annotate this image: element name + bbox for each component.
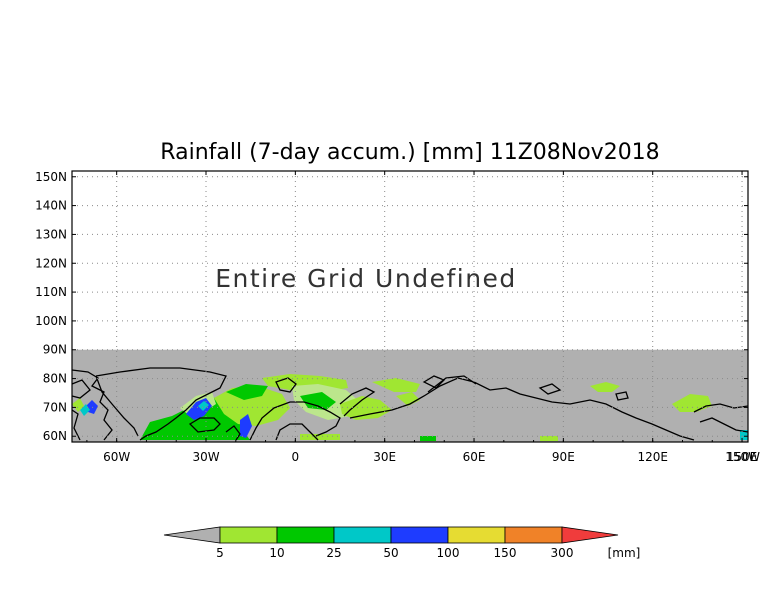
lat-tick-label: 130N bbox=[35, 227, 67, 241]
rainfall-layer bbox=[72, 374, 748, 441]
coastline-taymyr bbox=[427, 375, 477, 393]
rain-patch-north-atlantic-green bbox=[226, 384, 268, 400]
legend-label: 10 bbox=[269, 546, 284, 560]
rain-strip-south-3 bbox=[540, 436, 558, 441]
rain-patch-east-siberian bbox=[372, 378, 420, 392]
rain-patch-barents-green bbox=[300, 392, 336, 410]
lon-tick-label: 60W bbox=[103, 450, 130, 464]
lat-tick-label: 90N bbox=[43, 343, 67, 357]
legend-color-box bbox=[276, 526, 335, 544]
legend-label: 100 bbox=[437, 546, 460, 560]
legend-unit: [mm] bbox=[608, 546, 641, 560]
legend-label: 25 bbox=[326, 546, 341, 560]
lon-tick-label: 150W bbox=[725, 450, 760, 464]
coastline-uk bbox=[225, 425, 241, 441]
legend-label: 5 bbox=[216, 546, 224, 560]
rain-strip-south-2 bbox=[420, 436, 436, 441]
rain-strip-south-1 bbox=[300, 434, 340, 440]
coastline-alaska bbox=[693, 403, 749, 433]
lat-tick-label: 80N bbox=[43, 372, 67, 386]
coastline-wrangel bbox=[615, 391, 629, 401]
lon-tick-label: 90E bbox=[552, 450, 575, 464]
legend-color-box bbox=[447, 526, 506, 544]
rain-patch-norway-sea bbox=[214, 386, 290, 426]
rain-patch-uk-blue bbox=[240, 414, 252, 438]
legend-label: 300 bbox=[551, 546, 574, 560]
lon-tick-label: 30W bbox=[192, 450, 219, 464]
lon-tick-label: 0 bbox=[292, 450, 300, 464]
coastline-svalbard bbox=[275, 377, 297, 393]
rain-patch-iceland-cyan bbox=[198, 401, 209, 411]
coastline-siberia bbox=[349, 377, 695, 441]
figure-title: Rainfall (7-day accum.) [mm] 11Z08Nov201… bbox=[160, 140, 659, 165]
latitude-labels: 150N 140N 130N 120N 110N 100N 90N 80N 70N 60N bbox=[35, 170, 748, 443]
coastline-novaya-zemlya bbox=[339, 387, 376, 417]
legend-over-triangle bbox=[561, 526, 619, 544]
lat-tick-label: 60N bbox=[43, 429, 67, 443]
rain-patch-chukchi bbox=[590, 382, 620, 392]
coastline-new-siberian bbox=[538, 383, 562, 395]
coastlines bbox=[71, 367, 749, 441]
coastline-scandinavia bbox=[249, 401, 341, 441]
lat-tick-label: 110N bbox=[35, 285, 67, 299]
legend-label: 150 bbox=[494, 546, 517, 560]
lat-tick-label: 70N bbox=[43, 400, 67, 414]
lon-tick-label: 150E bbox=[727, 450, 758, 464]
colorbar-legend: 5 10 25 50 100 150 300 [mm] bbox=[163, 526, 641, 560]
legend-color-box bbox=[333, 526, 392, 544]
legend-under-triangle bbox=[163, 526, 221, 544]
coastline-severnaya-zemlya bbox=[422, 375, 446, 389]
lon-tick-label: 120E bbox=[637, 450, 668, 464]
entire-grid-undefined-notice: Entire Grid Undefined bbox=[215, 264, 517, 293]
lon-tick-label: 30E bbox=[373, 450, 396, 464]
lat-tick-label: 120N bbox=[35, 256, 67, 270]
rain-patch-kara bbox=[340, 396, 392, 420]
rain-strip-south-4 bbox=[740, 430, 748, 440]
coastline-iceland bbox=[188, 417, 221, 433]
legend-color-box bbox=[219, 526, 278, 544]
legend-color-box bbox=[390, 526, 449, 544]
longitude-labels: 60W30W030E60E90E120E150E180150W bbox=[86, 171, 760, 464]
lat-tick-label: 100N bbox=[35, 314, 67, 328]
lat-tick-label: 150N bbox=[35, 170, 67, 184]
coastline-greenland bbox=[95, 367, 227, 441]
coastline-canada bbox=[71, 369, 113, 441]
rain-patch-laptev bbox=[396, 392, 420, 406]
lon-tick-label: 60E bbox=[463, 450, 486, 464]
legend-color-box bbox=[504, 526, 563, 544]
map-frame bbox=[71, 170, 749, 443]
rain-patch-canada-green bbox=[72, 398, 84, 412]
legend-label: 50 bbox=[383, 546, 398, 560]
lat-tick-label: 140N bbox=[35, 199, 67, 213]
map-gridlines bbox=[72, 171, 748, 442]
